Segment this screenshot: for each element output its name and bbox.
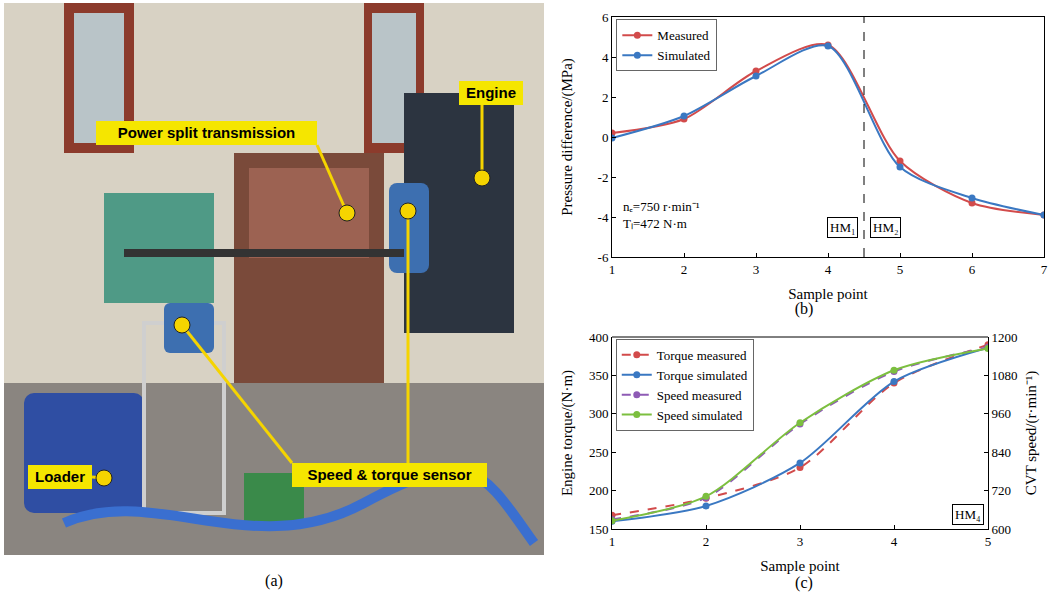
svg-text:350: 350: [589, 368, 609, 383]
svg-text:Torque simulated: Torque simulated: [657, 368, 748, 383]
html-text:(b): (b): [794, 300, 814, 317]
svg-text:840: 840: [992, 445, 1012, 460]
svg-text:Measured: Measured: [657, 28, 709, 43]
svg-text:960: 960: [992, 406, 1012, 421]
svg-text:1080: 1080: [992, 368, 1018, 383]
svg-text:Sample point: Sample point: [760, 558, 840, 574]
svg-text:Simulated: Simulated: [657, 48, 710, 63]
svg-text:Sample point: Sample point: [788, 286, 868, 302]
svg-text:5: 5: [985, 534, 992, 549]
svg-text:Engine: Engine: [466, 84, 516, 101]
svg-text:-6: -6: [598, 250, 609, 265]
svg-text:3: 3: [797, 534, 804, 549]
svg-text:4: 4: [891, 534, 898, 549]
svg-text:4: 4: [825, 262, 832, 277]
svg-text:200: 200: [589, 483, 609, 498]
svg-text:1200: 1200: [992, 330, 1018, 345]
svg-text:1: 1: [609, 262, 616, 277]
svg-text:5: 5: [897, 262, 904, 277]
svg-text:-4: -4: [598, 210, 609, 225]
svg-text:Power split transmission: Power split transmission: [118, 124, 296, 141]
svg-text:3: 3: [753, 262, 760, 277]
svg-text:2: 2: [681, 262, 688, 277]
svg-text:Pressure difference/(MPa): Pressure difference/(MPa): [559, 58, 576, 216]
svg-text:400: 400: [589, 330, 609, 345]
svg-text:Engine torque/(N·m): Engine torque/(N·m): [559, 370, 576, 496]
svg-text:0: 0: [602, 130, 609, 145]
svg-text:720: 720: [992, 483, 1012, 498]
svg-text:HM₂: HM₂: [873, 220, 898, 235]
svg-text:HM₄: HM₄: [955, 507, 981, 522]
svg-text:600: 600: [992, 522, 1012, 537]
svg-text:Torque measured: Torque measured: [657, 348, 747, 363]
svg-text:250: 250: [589, 445, 609, 460]
svg-text:Loader: Loader: [35, 468, 85, 485]
svg-text:7: 7: [1041, 262, 1048, 277]
svg-text:-2: -2: [598, 170, 609, 185]
svg-text:Speed simulated: Speed simulated: [657, 408, 743, 423]
svg-text:6: 6: [602, 10, 609, 25]
svg-text:1: 1: [609, 534, 616, 549]
svg-text:Speed & torque sensor: Speed & torque sensor: [307, 466, 471, 483]
svg-text:150: 150: [589, 522, 609, 537]
html-text:(a): (a): [265, 572, 283, 589]
svg-text:HM₁: HM₁: [830, 220, 855, 235]
svg-text:Speed measured: Speed measured: [657, 388, 742, 403]
svg-text:6: 6: [969, 262, 976, 277]
svg-text:300: 300: [589, 406, 609, 421]
svg-text:4: 4: [602, 50, 609, 65]
html-text:(c): (c): [795, 574, 813, 591]
svg-text:2: 2: [602, 90, 609, 105]
svg-text:CVT speed/(r·min⁻¹): CVT speed/(r·min⁻¹): [1023, 371, 1040, 496]
svg-text:nₑ=750 r·min⁻¹Tₗ=472 N·m: nₑ=750 r·min⁻¹Tₗ=472 N·m: [623, 199, 700, 231]
svg-text:2: 2: [703, 534, 710, 549]
